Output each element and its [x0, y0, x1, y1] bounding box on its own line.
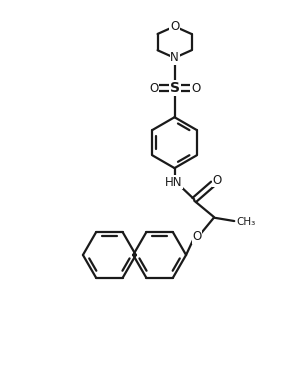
- Text: HN: HN: [165, 176, 183, 189]
- Text: O: O: [192, 230, 202, 244]
- Text: O: O: [149, 82, 158, 95]
- Text: O: O: [170, 20, 179, 33]
- Text: O: O: [212, 174, 221, 187]
- Text: CH₃: CH₃: [236, 217, 255, 227]
- Text: O: O: [191, 82, 200, 95]
- Text: N: N: [170, 52, 179, 64]
- Text: S: S: [170, 81, 179, 96]
